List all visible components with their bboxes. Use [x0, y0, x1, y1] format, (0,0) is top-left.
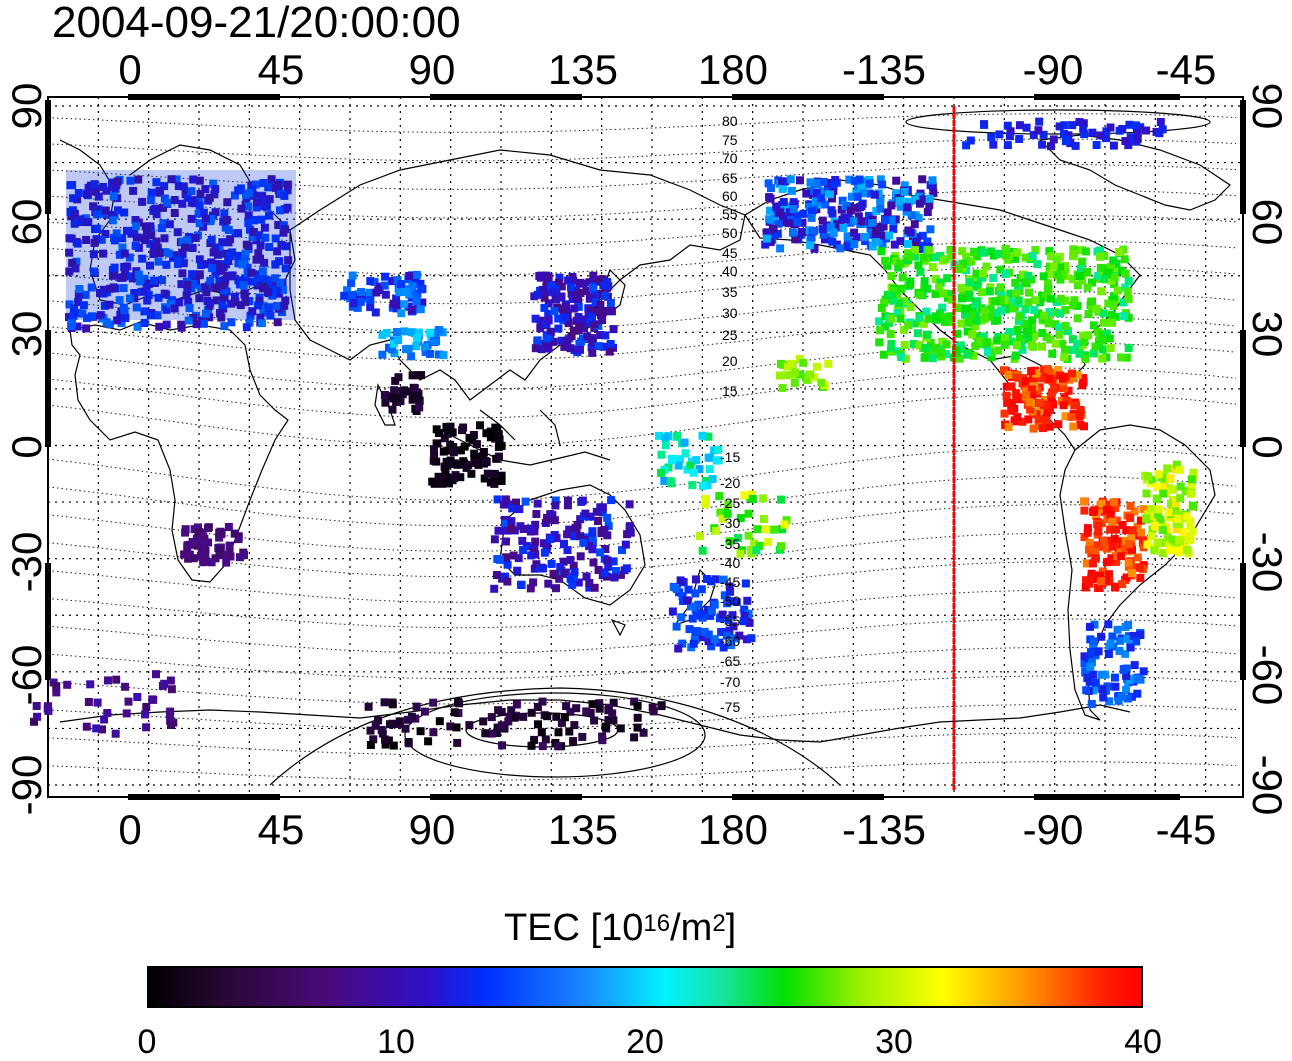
colorbar-tick-40: 40	[1124, 1023, 1162, 1061]
contour-label: 50	[722, 225, 738, 241]
contour-label: 15	[722, 383, 738, 399]
top-lon-tick: -45	[1156, 46, 1217, 93]
contour-label: -45	[720, 574, 740, 590]
right-lat-tick: 90	[1244, 83, 1291, 130]
contour-label: -30	[720, 515, 740, 531]
tec-map: 80 75 70 65 60 55 50 45 40 35 30 25 20 15 -15 -20 -25 -30…	[3, 46, 1291, 853]
left-latitude-ticks: 90 60 30 0 -30 -60 -90	[3, 83, 50, 816]
right-latitude-ticks: 90 60 30 0 -30 -60 -90	[1244, 83, 1291, 816]
colorbar-tick-30: 30	[875, 1023, 913, 1061]
colorbar-tick-0: 0	[137, 1023, 157, 1061]
contour-label: 75	[722, 132, 738, 148]
contour-label: -15	[720, 449, 740, 465]
left-lat-tick: 30	[3, 311, 50, 358]
contour-labels: 80 75 70 65 60 55 50 45 40 35 30 25 20 15 -15 -20 -25 -30…	[720, 113, 740, 715]
colorbar-tick-20: 20	[626, 1023, 664, 1061]
contour-label: 45	[722, 245, 738, 261]
contour-label: -25	[720, 495, 740, 511]
colorbar	[147, 966, 1143, 1008]
colorbar-tick-10: 10	[377, 1023, 415, 1061]
left-lat-tick: 0	[3, 435, 50, 458]
left-lat-tick: -30	[3, 532, 50, 593]
contour-label: 20	[722, 353, 738, 369]
bottom-longitude-ticks: 0 45 90 135 180 -135 -90 -45	[118, 806, 1216, 853]
contour-label: 30	[722, 305, 738, 321]
graticule	[48, 97, 1243, 797]
bottom-lon-tick: 135	[548, 806, 618, 853]
top-lon-tick: -135	[842, 46, 926, 93]
contour-label: 55	[722, 206, 738, 222]
contour-label: -55	[720, 613, 740, 629]
contour-label: -75	[720, 699, 740, 715]
contour-label: 35	[722, 284, 738, 300]
contour-label: 70	[722, 150, 738, 166]
contour-label: 80	[722, 113, 738, 129]
bottom-lon-tick: 45	[258, 806, 305, 853]
contour-label: -40	[720, 555, 740, 571]
bottom-lon-tick: -90	[1023, 806, 1084, 853]
contour-label: 40	[722, 263, 738, 279]
top-lon-tick: -90	[1023, 46, 1084, 93]
contour-label: -70	[720, 674, 740, 690]
contour-label: 60	[722, 188, 738, 204]
top-lon-tick: 135	[548, 46, 618, 93]
left-lat-tick: 90	[3, 83, 50, 130]
map-title: 2004-09-21/20:00:00	[52, 0, 461, 47]
left-lat-tick: -90	[3, 755, 50, 816]
bottom-lon-tick: -135	[842, 806, 926, 853]
contour-label: -35	[720, 536, 740, 552]
top-lon-tick: 45	[258, 46, 305, 93]
contour-label: -50	[720, 593, 740, 609]
bottom-lon-tick: 0	[118, 806, 141, 853]
contour-label: -65	[720, 653, 740, 669]
right-lat-tick: -90	[1244, 755, 1291, 816]
bottom-lon-tick: -45	[1156, 806, 1217, 853]
contour-label: -60	[720, 633, 740, 649]
top-lon-tick: 90	[409, 46, 456, 93]
right-lat-tick: -30	[1244, 532, 1291, 593]
right-lat-tick: 0	[1244, 435, 1291, 458]
bottom-lon-tick: 90	[409, 806, 456, 853]
top-lon-tick: 180	[698, 46, 768, 93]
right-lat-tick: 30	[1244, 311, 1291, 358]
right-lat-tick: -60	[1244, 645, 1291, 706]
left-lat-tick: -60	[3, 645, 50, 706]
left-lat-tick: 60	[3, 199, 50, 246]
contour-label: -20	[720, 475, 740, 491]
top-lon-tick: 0	[118, 46, 141, 93]
right-lat-tick: 60	[1244, 199, 1291, 246]
tec-observations	[30, 117, 1198, 751]
colorbar-title: TEC [1016/m2]	[504, 907, 737, 949]
contour-label: 25	[722, 327, 738, 343]
top-longitude-ticks: 0 45 90 135 180 -135 -90 -45	[118, 46, 1216, 93]
bottom-lon-tick: 180	[698, 806, 768, 853]
contour-label: 65	[722, 170, 738, 186]
